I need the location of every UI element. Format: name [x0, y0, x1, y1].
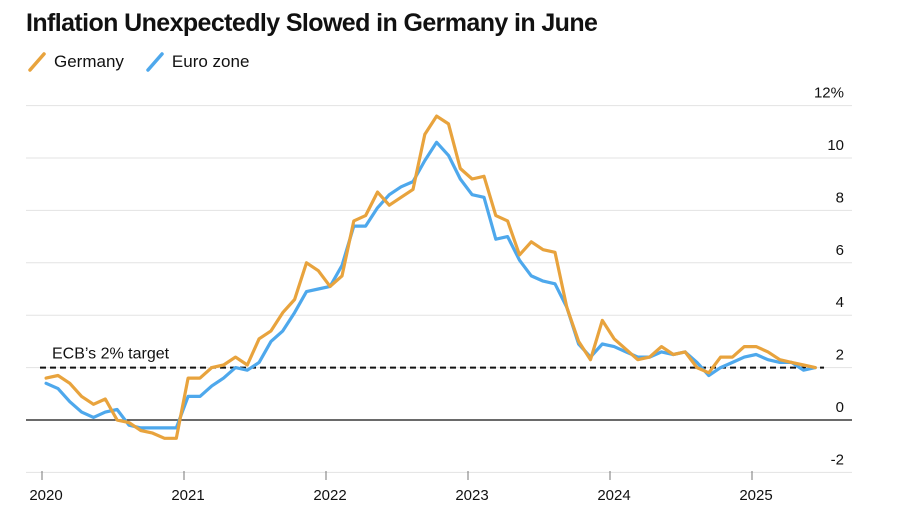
x-tick-label: 2021	[171, 487, 204, 504]
y-tick-label: 10	[827, 137, 844, 154]
legend-label-germany: Germany	[54, 52, 124, 71]
x-axis: 2020 2021 2022 2023 2024 2025	[29, 471, 773, 504]
x-tick-label: 2020	[29, 487, 62, 504]
target-line-group: ECB’s 2% target	[40, 346, 824, 369]
gridlines	[26, 105, 852, 473]
y-tick-label: 2	[836, 347, 844, 364]
y-tick-label: 6	[836, 242, 844, 259]
y-tick-label: 8	[836, 189, 844, 206]
y-tick-label: 0	[836, 399, 844, 416]
legend-item-germany: Germany	[28, 52, 124, 72]
x-tick-label: 2022	[313, 487, 346, 504]
ecb-target-annotation: ECB’s 2% target	[52, 346, 170, 363]
y-tick-label: 4	[836, 294, 844, 311]
y-axis-tick-labels: -2 0 2 4 6 8 10 12%	[814, 85, 844, 469]
series-line-germany	[44, 114, 817, 440]
legend-item-euro-zone: Euro zone	[146, 52, 250, 72]
series-line-euro-zone	[44, 140, 817, 430]
series-lines	[44, 114, 817, 440]
x-tick-label: 2024	[597, 487, 630, 504]
chart-title: Inflation Unexpectedly Slowed in Germany…	[26, 9, 598, 37]
y-tick-label: -2	[831, 451, 844, 468]
x-tick-label: 2023	[455, 487, 488, 504]
legend-label-euro-zone: Euro zone	[171, 52, 250, 71]
euro-zone-legend-swatch-icon	[146, 52, 164, 72]
chart-legend: Germany Euro zone	[28, 52, 271, 72]
x-tick-label: 2025	[739, 487, 772, 504]
y-tick-label: 12%	[814, 85, 844, 102]
germany-legend-swatch-icon	[28, 52, 46, 72]
